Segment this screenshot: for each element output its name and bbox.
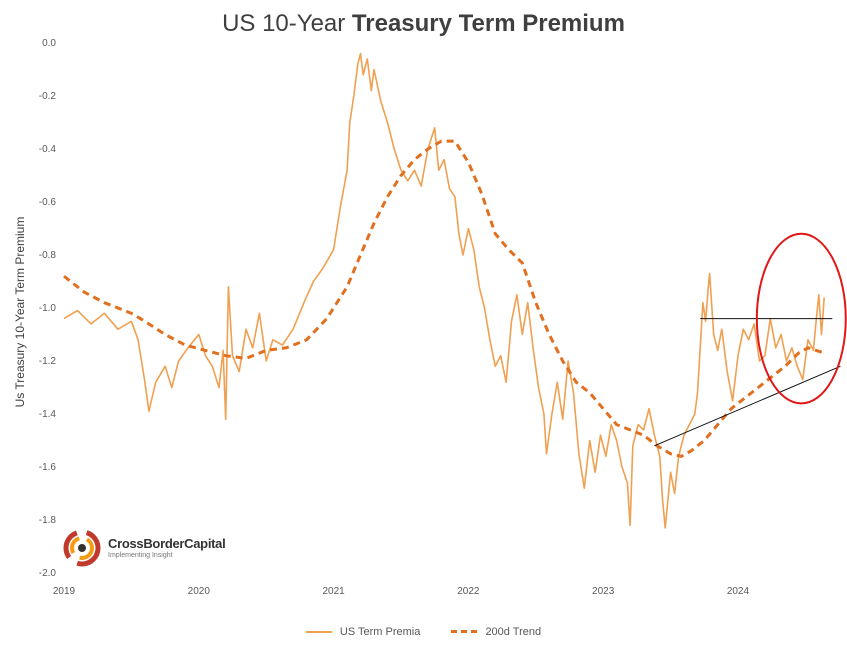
crossbordercapital-logo: CrossBorderCapital Implementing Insight — [62, 528, 242, 568]
y-tick-label: -0.6 — [39, 197, 57, 208]
chart-legend: US Term Premia 200d Trend — [0, 624, 847, 638]
y-tick-label: -0.2 — [39, 91, 57, 102]
x-tick-label: 2022 — [457, 586, 480, 597]
y-tick-label: 0.0 — [42, 38, 56, 49]
series-line-200d-trend — [63, 139, 825, 458]
chart-title-part1: US 10-Year — [222, 10, 352, 37]
legend-item-200d-trend: 200d Trend — [451, 626, 541, 638]
chart-title-part2: Treasury Term Premium — [351, 10, 625, 37]
x-tick-label: 2020 — [188, 586, 211, 597]
y-tick-label: -1.2 — [39, 356, 57, 367]
logo-swirl-icon — [63, 529, 101, 567]
legend-item-term-premia: US Term Premia — [305, 626, 421, 638]
legend-swatch-solid — [305, 631, 332, 633]
y-tick-label: -1.0 — [39, 303, 57, 314]
y-tick-label: -1.4 — [39, 409, 57, 420]
legend-label-term-premia: US Term Premia — [339, 626, 421, 638]
logo-tagline: Implementing Insight — [108, 552, 173, 559]
y-tick-label: -0.4 — [39, 144, 57, 155]
y-tick-label: -2.0 — [39, 568, 57, 579]
x-tick-label: 2021 — [322, 586, 345, 597]
chart-title: US 10-Year Treasury Term Premium — [0, 10, 847, 38]
legend-label-200d-trend: 200d Trend — [485, 625, 542, 638]
x-tick-label: 2023 — [592, 586, 615, 597]
series-line-term-premia — [63, 52, 825, 529]
x-tick-label: 2019 — [53, 586, 76, 597]
logo-name: CrossBorderCapital — [108, 536, 226, 551]
y-tick-label: -1.8 — [39, 515, 57, 526]
legend-swatch-dashed — [451, 630, 478, 633]
annotation-rising-trendline — [654, 365, 841, 447]
y-tick-label: -0.8 — [39, 250, 57, 261]
annotation-highlight-circle — [755, 232, 847, 405]
x-tick-label: 2024 — [727, 586, 750, 597]
y-tick-label: -1.6 — [39, 462, 57, 473]
